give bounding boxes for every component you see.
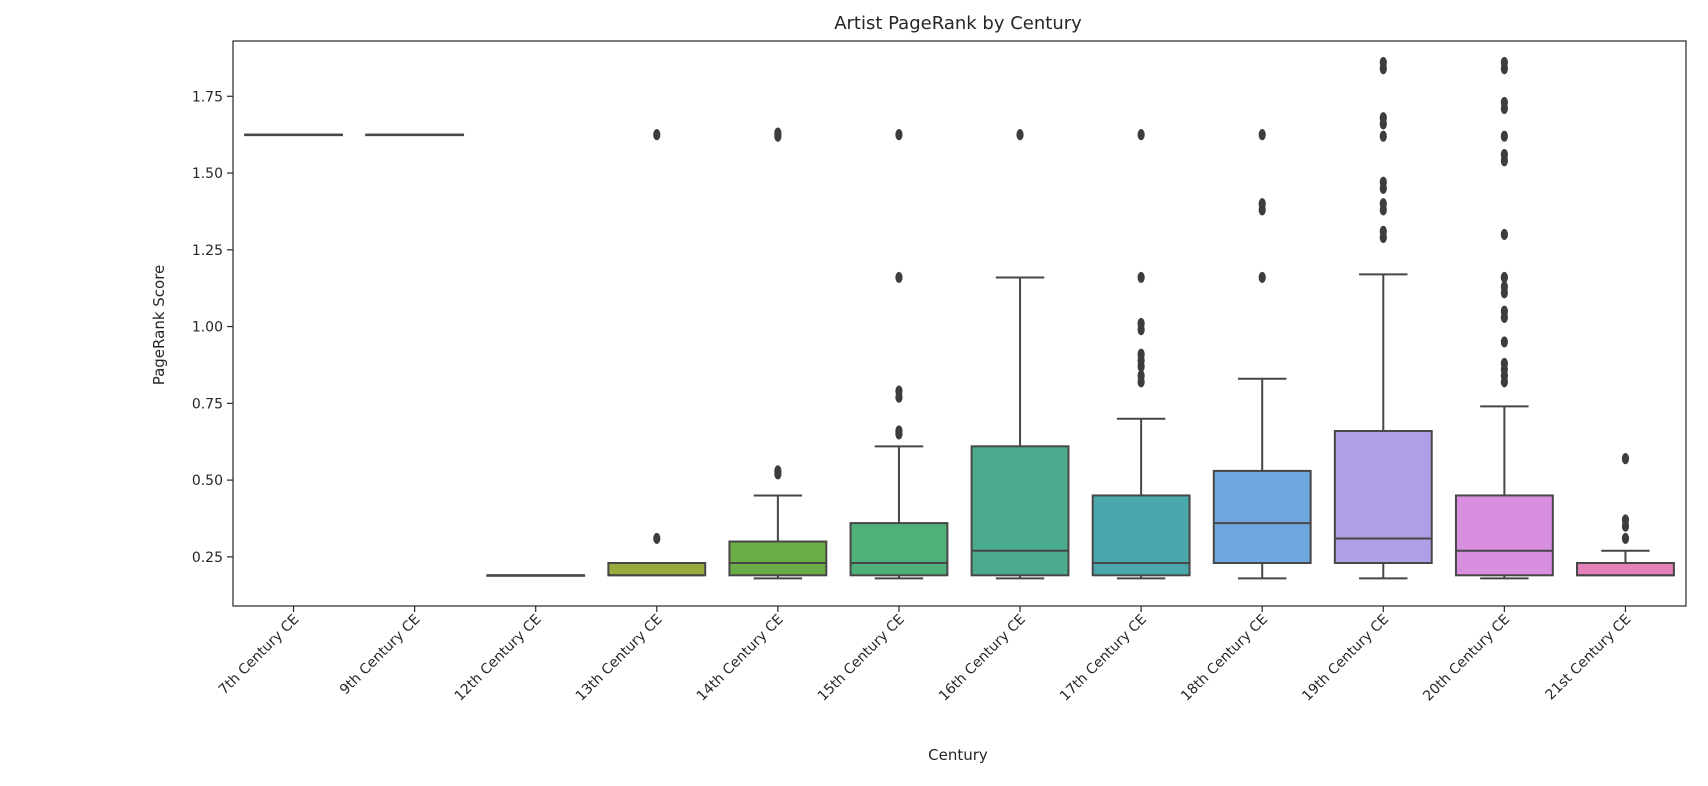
y-tick-label: 1.25 — [192, 243, 223, 259]
outlier-point — [1500, 56, 1508, 69]
box-group — [970, 129, 1070, 580]
box-group — [1091, 129, 1191, 580]
box — [970, 445, 1070, 577]
outlier-point — [1379, 112, 1387, 124]
x-tick-label: 9th Century CE — [337, 612, 424, 699]
outlier-point — [653, 532, 661, 545]
outlier-point — [1500, 130, 1508, 142]
y-tick-label: 1.00 — [192, 320, 223, 336]
box-group — [728, 127, 828, 580]
outlier-point — [1500, 281, 1508, 293]
y-tick-label: 0.50 — [192, 473, 223, 489]
box-group — [244, 133, 343, 137]
y-axis-title: PageRank Score — [150, 265, 168, 386]
x-tick-label: 20th Century CE — [1420, 612, 1513, 705]
x-tick-label: 19th Century CE — [1299, 612, 1392, 705]
outlier-point — [895, 129, 903, 141]
outlier-point — [1137, 271, 1145, 284]
x-tick-label: 14th Century CE — [694, 612, 787, 705]
x-axis-title: Century — [928, 746, 988, 764]
outlier-point — [1379, 198, 1387, 210]
x-tick-label: 16th Century CE — [936, 612, 1029, 705]
box-group — [849, 129, 949, 580]
plot-frame — [232, 40, 1687, 607]
x-tick-label: 18th Century CE — [1178, 612, 1271, 705]
outlier-point — [1379, 56, 1387, 69]
box — [1454, 494, 1554, 577]
outlier-point — [1137, 129, 1145, 141]
outlier-point — [1379, 130, 1387, 142]
outlier-point — [1500, 336, 1508, 348]
outlier-point — [1137, 348, 1145, 360]
outlier-point — [1500, 357, 1508, 370]
outlier-point — [774, 465, 782, 477]
x-axis: 7th Century CE 9th Century CE 12th Century… — [216, 606, 1635, 705]
box-group — [486, 574, 586, 577]
outlier-point — [1258, 271, 1266, 284]
outlier-point — [1258, 198, 1266, 210]
outlier-point — [653, 129, 661, 141]
box-group — [1576, 453, 1675, 577]
box — [728, 540, 828, 577]
x-tick-label: 17th Century CE — [1057, 612, 1150, 705]
outlier-point — [1016, 129, 1024, 141]
plot-area — [244, 56, 1675, 580]
box — [1091, 494, 1191, 577]
y-axis: 0.25 0.50 0.75 1.00 1.25 1.50 1.75 — [192, 89, 233, 566]
y-tick-label: 0.25 — [192, 550, 223, 566]
box — [607, 562, 707, 577]
y-tick-label: 1.75 — [192, 89, 223, 105]
outlier-point — [1379, 176, 1387, 188]
box-group — [1454, 56, 1554, 580]
outlier-point — [1500, 305, 1508, 317]
outlier-point — [895, 271, 903, 284]
box-group — [1333, 56, 1433, 580]
y-tick-label: 0.75 — [192, 396, 223, 412]
outlier-point — [895, 425, 903, 437]
outlier-point — [1500, 228, 1508, 241]
outlier-point — [774, 127, 782, 139]
outlier-point — [1621, 453, 1630, 465]
box-group — [607, 129, 707, 577]
box-group — [365, 133, 465, 137]
box — [849, 522, 949, 577]
outlier-point — [1500, 96, 1508, 109]
outlier-point — [1621, 532, 1630, 545]
x-tick-label: 7th Century CE — [216, 612, 303, 699]
outlier-point — [1137, 370, 1145, 382]
outlier-point — [1137, 317, 1145, 330]
outlier-point — [1500, 271, 1508, 284]
outlier-point — [1500, 149, 1508, 161]
y-tick-label: 1.50 — [192, 166, 223, 182]
outlier-point — [1258, 129, 1266, 141]
outlier-point — [1621, 514, 1630, 526]
x-tick-label: 13th Century CE — [573, 612, 666, 705]
box — [1212, 469, 1312, 565]
x-tick-label: 15th Century CE — [815, 612, 908, 705]
box-group — [1212, 129, 1312, 580]
outlier-point — [895, 385, 903, 397]
box — [1333, 429, 1433, 565]
x-tick-label: 21st Century CE — [1543, 612, 1635, 704]
outlier-point — [1379, 225, 1387, 237]
chart-title: Artist PageRank by Century — [834, 13, 1082, 34]
x-tick-label: 12th Century CE — [452, 612, 545, 705]
box — [1576, 562, 1675, 577]
